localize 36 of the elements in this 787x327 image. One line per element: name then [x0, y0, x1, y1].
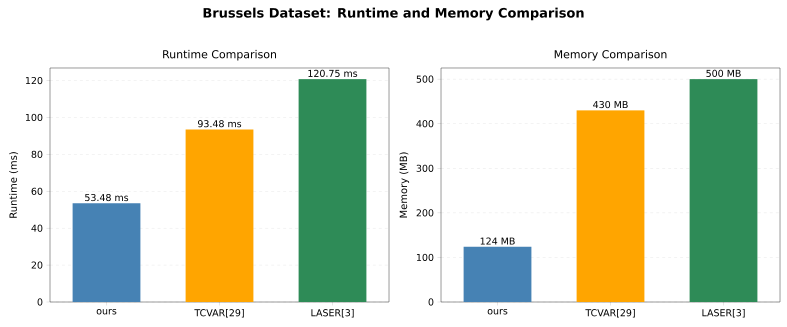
y-tick-label: 100 — [26, 114, 42, 122]
x-tick-label: TCVAR[29] — [585, 309, 635, 318]
y-tick-label: 400 — [416, 120, 434, 128]
y-tick-label: 300 — [416, 164, 434, 172]
data-label: 53.48 ms — [85, 194, 128, 202]
y-tick-label: 60 — [32, 188, 42, 195]
y-tick-label: 0 — [38, 298, 42, 306]
bar — [186, 129, 254, 302]
y-tick-label: 500 — [416, 76, 434, 83]
y-tick-label: 100 — [416, 254, 434, 262]
bar — [690, 79, 758, 302]
y-tick-label: 120 — [26, 76, 42, 84]
data-label: 124 MB — [480, 238, 515, 245]
data-label: 430 MB — [593, 100, 628, 108]
x-tick-label: TCVAR[29] — [194, 309, 244, 318]
y-axis-title: Memory (MB) — [399, 152, 410, 218]
y-tick-label: 20 — [32, 262, 42, 269]
data-label: 120.75 ms — [308, 70, 358, 77]
y-axis-title: Runtime (ms) — [9, 152, 18, 218]
y-tick-label: 80 — [32, 150, 42, 158]
y-tick-label: 200 — [416, 209, 434, 216]
x-tick-label: LASER[3] — [702, 309, 745, 318]
bar — [298, 79, 366, 302]
chart-title: Runtime Comparison — [163, 50, 276, 60]
text: Brussels Dataset: Runtime and Memory Comparison — [204, 8, 584, 20]
y-tick-label: 40 — [31, 224, 42, 232]
data-label: 93.48 ms — [198, 120, 242, 128]
chart-title: Memory Comparison — [554, 50, 666, 60]
x-tick-label: ours — [96, 309, 116, 314]
x-tick-label: LASER[3] — [311, 309, 354, 318]
bar — [72, 203, 140, 302]
x-tick-label: ours — [488, 309, 508, 314]
bar — [576, 110, 644, 302]
data-label: 500 MB — [706, 70, 741, 77]
bar — [464, 246, 532, 302]
y-tick-label: 0 — [428, 298, 434, 306]
